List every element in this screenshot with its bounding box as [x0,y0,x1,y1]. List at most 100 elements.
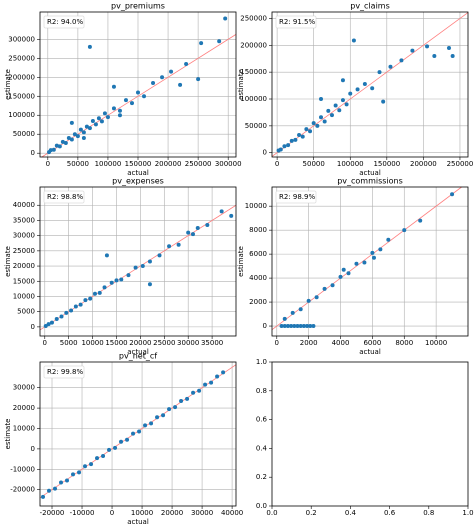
scatter-point [314,295,319,300]
x-tick-label: 0 [43,339,47,347]
scatter-point [362,81,367,86]
scatter-point [143,423,148,428]
scatter-point [104,253,109,258]
scatter-point [157,253,162,258]
annotation: R2: 98.8% [47,193,83,201]
scatter-point [167,244,172,249]
scatter-point [184,62,189,67]
y-tick-label: 250000 [8,54,35,62]
scatter-point [137,429,142,434]
scatter-point [117,108,122,113]
y-axis-label: estimate [237,246,245,277]
scatter-point [195,226,200,231]
scatter-point [123,98,128,103]
x-tick-label: 20000 [129,339,151,347]
scatter-point [329,113,334,118]
x-tick-label: 150000 [125,160,152,168]
scatter-point [96,116,101,121]
scatter-point [344,102,349,107]
scatter-point [217,39,222,44]
y-tick-label: 0.8 [256,387,267,395]
scatter-point [346,271,351,276]
scatter-point [319,97,323,101]
scatter-point [322,286,327,291]
y-tick-label: 25000 [13,247,35,255]
y-tick-label: 0.0 [256,502,267,510]
scatter-point [147,282,152,287]
scatter-point [142,94,147,99]
scatter-point [278,147,283,152]
scatter-point [75,134,80,139]
x-tick-label: 0.2 [306,509,317,517]
scatter-point [292,324,297,329]
y-tick-label: -20000 [10,486,35,494]
scatter-point [326,108,331,113]
plot-frame [39,11,237,158]
y-axis-label: estimate [4,419,12,450]
y-tick-label: 5000 [17,308,35,316]
scatter-point [54,316,59,321]
scatter-point [223,16,228,21]
scatter-point [119,439,124,444]
y-tick-label: 40000 [13,201,35,209]
subplot-title: pv_commissions [337,177,403,186]
scatter-point [322,119,327,124]
scatter-point [362,260,367,265]
scatter-point [66,136,71,141]
scatter-point [147,259,152,264]
x-tick-label: 4000 [332,339,350,347]
y-tick-label: 30000 [13,232,35,240]
scatter-point [173,405,178,410]
scatter-point [51,147,56,152]
scatter-point [215,374,220,379]
scatter-point [169,69,174,74]
scatter-point [295,324,300,329]
scatter-point [105,115,110,120]
scatter-point [341,267,346,272]
scatter-point [125,437,130,442]
x-tick-label: 250000 [447,160,474,168]
x-tick-label: 40000 [221,509,243,517]
scatter-point [418,218,423,223]
scatter-point [199,41,204,46]
scatter-point [355,87,360,92]
x-tick-label: 1.0 [462,509,473,517]
scatter-point [167,407,172,412]
y-tick-label: 1.0 [256,358,267,366]
y-tick-label: 30000 [13,384,35,392]
scatter-point [377,70,382,75]
plot-frame [271,361,469,507]
scatter-point [381,99,386,104]
scatter-point [279,324,284,329]
subplot-title: pv_net_cf [119,352,157,361]
scatter-point [54,143,59,148]
y-tick-label: 10000 [13,424,35,432]
subplot-title: pv_premiums [111,2,165,11]
scatter-point [308,129,313,134]
scatter-point [337,108,342,113]
x-axis-label: actual [127,169,149,177]
y-axis-label: estimate [4,69,12,100]
x-tick-label: 10000 [131,509,153,517]
scatter-point [81,130,86,135]
annotation: R2: 94.0% [47,18,83,26]
scatter-point [304,127,309,132]
scatter-point [131,431,136,436]
scatter-point [311,324,316,329]
x-tick-label: 50000 [303,160,325,168]
scatter-point [113,445,118,450]
scatter-point [136,90,140,95]
scatter-point [53,486,58,491]
annotation-box [43,15,85,29]
y-tick-label: 0.6 [256,416,268,424]
scatter-point [64,310,69,315]
x-tick-label: -10000 [70,509,95,517]
y-tick-label: 8000 [249,226,267,234]
scatter-point [354,261,359,266]
scatter-point [72,132,77,137]
scatter-point [111,106,116,111]
scatter-point [308,324,313,329]
plot-frame [271,11,469,158]
x-axis-label: actual [359,348,381,356]
